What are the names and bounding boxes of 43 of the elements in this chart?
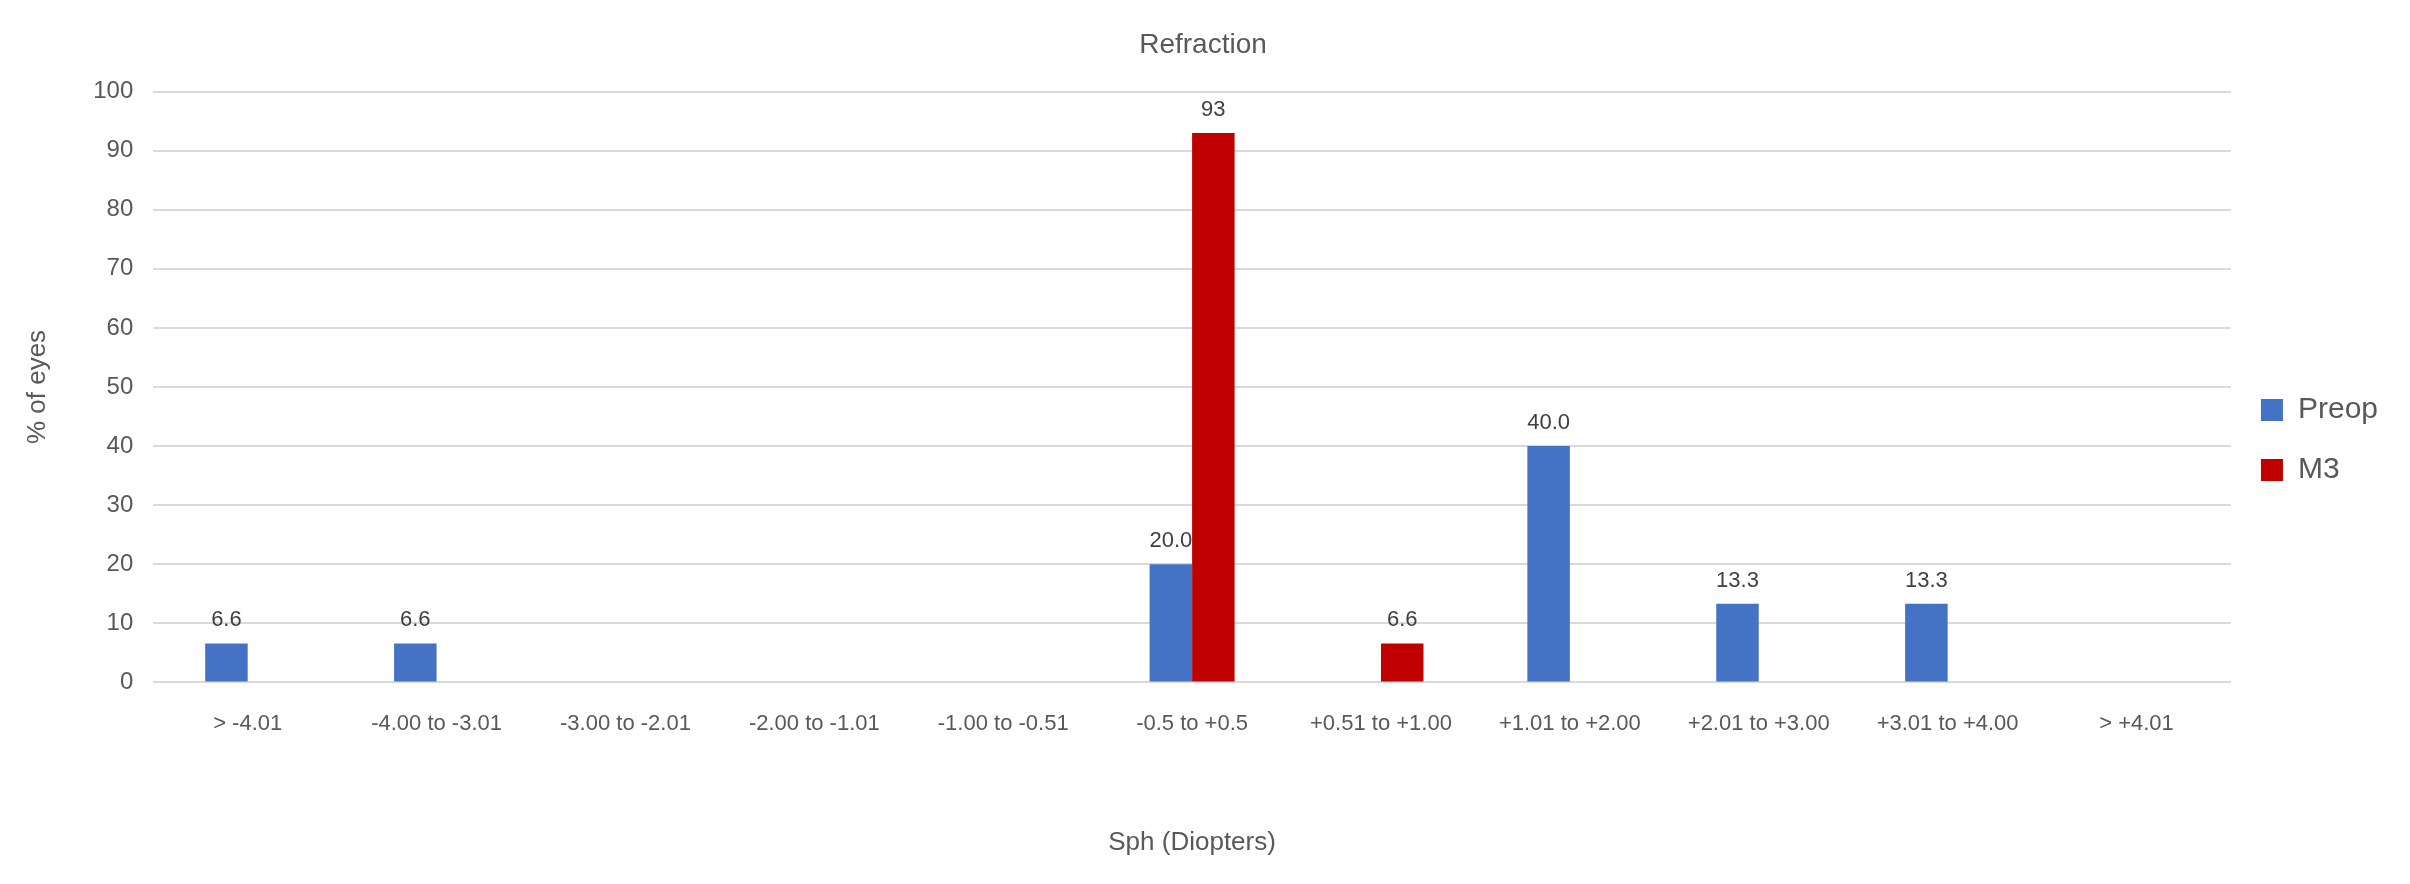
x-tick-label: > -4.01 xyxy=(213,709,283,735)
x-tick-label: +2.01 to +3.00 xyxy=(1687,709,1830,735)
data-label: 93 xyxy=(1201,96,1226,122)
data-label: 20.0 xyxy=(1149,527,1193,553)
y-tick-label: 50 xyxy=(106,371,134,399)
data-label: 6.6 xyxy=(211,606,242,632)
y-tick-label: 100 xyxy=(93,76,134,104)
data-label: 13.3 xyxy=(1904,566,1948,592)
legend-label: Preop xyxy=(2297,391,2379,425)
bar xyxy=(1527,446,1570,682)
x-tick-label: > +4.01 xyxy=(2099,709,2174,735)
y-tick-label: 0 xyxy=(119,667,134,695)
y-tick-label: 70 xyxy=(106,253,134,281)
data-label: 40.0 xyxy=(1527,409,1571,435)
x-tick-label: -0.5 to +0.5 xyxy=(1136,709,1249,735)
y-axis-title: % of eyes xyxy=(20,329,51,445)
x-tick-label: -2.00 to -1.01 xyxy=(748,709,880,735)
bar xyxy=(394,643,437,682)
data-label: 13.3 xyxy=(1716,566,1759,592)
bar xyxy=(1905,603,1948,682)
x-tick-label: +3.01 to +4.00 xyxy=(1876,709,2019,735)
x-tick-label: +1.01 to +2.00 xyxy=(1498,709,1641,735)
chart-title: Refraction xyxy=(1139,27,1267,59)
bar xyxy=(1380,643,1424,682)
bar xyxy=(205,643,248,682)
x-tick-label: -3.00 to -2.01 xyxy=(560,709,691,735)
bar xyxy=(1149,564,1193,682)
y-tick-label: 80 xyxy=(106,194,134,222)
bar xyxy=(1192,132,1235,682)
data-label: 6.6 xyxy=(1386,606,1418,632)
y-tick-label: 30 xyxy=(106,489,134,517)
data-label: 6.6 xyxy=(400,606,431,632)
y-tick-label: 90 xyxy=(106,135,134,163)
x-tick-label: +0.51 to +1.00 xyxy=(1310,709,1452,735)
y-tick-label: 40 xyxy=(106,430,134,458)
x-tick-label: -1.00 to -0.51 xyxy=(937,709,1069,735)
x-axis-title: Sph (Diopters) xyxy=(1108,825,1276,856)
y-tick-label: 60 xyxy=(106,312,134,340)
legend-label: M3 xyxy=(2297,451,2340,485)
y-tick-label: 20 xyxy=(106,548,134,576)
x-tick-label: -4.00 to -3.01 xyxy=(371,709,502,735)
y-tick-label: 10 xyxy=(106,607,134,635)
bar xyxy=(1716,603,1759,682)
